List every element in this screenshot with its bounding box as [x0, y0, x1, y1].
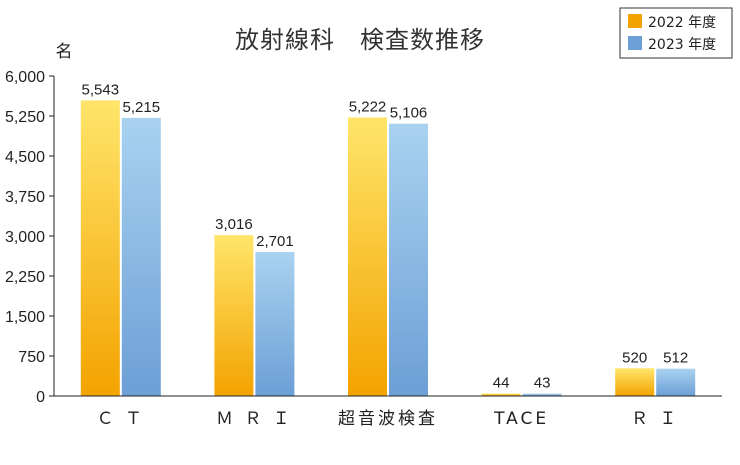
data-label: 5,215	[123, 99, 161, 116]
category-label: Ｍ Ｒ Ｉ	[216, 409, 293, 429]
category-label: Ｃ Ｔ	[97, 409, 145, 429]
data-label: 44	[493, 375, 510, 392]
bar-2023	[522, 393, 562, 396]
bar-2022	[615, 368, 655, 396]
bar-2022	[481, 393, 521, 396]
category-label: Ｒ Ｉ	[631, 409, 679, 429]
y-tick-label: 1,500	[5, 309, 45, 326]
y-tick-label: 6,000	[5, 69, 45, 86]
data-label: 43	[534, 375, 551, 392]
y-tick-label: 750	[18, 349, 45, 366]
category-label: TACE	[493, 409, 549, 429]
bar-2022	[348, 117, 387, 396]
y-tick-label: 3,000	[5, 229, 45, 246]
bar-2023	[389, 123, 428, 397]
y-axis-unit: 名	[56, 42, 73, 62]
bar-2023	[255, 251, 295, 396]
data-label: 3,016	[215, 216, 253, 233]
data-label: 5,222	[349, 98, 387, 115]
y-tick-label: 4,500	[5, 149, 45, 166]
data-label: 5,543	[82, 81, 120, 98]
data-label: 512	[663, 350, 688, 367]
bars	[80, 100, 696, 397]
legend-label-2023: 2023 年度	[648, 37, 716, 53]
bar-2022	[214, 235, 254, 396]
y-tick-label: 5,250	[5, 109, 45, 126]
data-label: 2,701	[256, 233, 294, 250]
y-tick-label: 0	[36, 389, 45, 406]
bar-2023	[121, 117, 161, 396]
y-tick-label: 2,250	[5, 269, 45, 286]
legend-swatch-2023	[628, 36, 642, 50]
data-label: 5,106	[390, 105, 428, 122]
category-labels: Ｃ Ｔ Ｍ Ｒ Ｉ 超音波検査 TACE Ｒ Ｉ	[97, 409, 679, 429]
legend-label-2022: 2022 年度	[648, 15, 716, 31]
y-tick-label: 3,750	[5, 189, 45, 206]
category-label: 超音波検査	[338, 409, 438, 429]
chart-title: 放射線科 検査数推移	[235, 26, 485, 54]
data-label: 520	[622, 349, 647, 366]
legend: 2022 年度 2023 年度	[619, 7, 733, 59]
y-axis-ticks: 0 750 1,500 2,250 3,000 3,750 4,500 5,250 6,000	[5, 69, 54, 406]
legend-swatch-2022	[628, 14, 642, 28]
bar-2022	[80, 100, 120, 396]
bar-2023	[656, 368, 696, 396]
